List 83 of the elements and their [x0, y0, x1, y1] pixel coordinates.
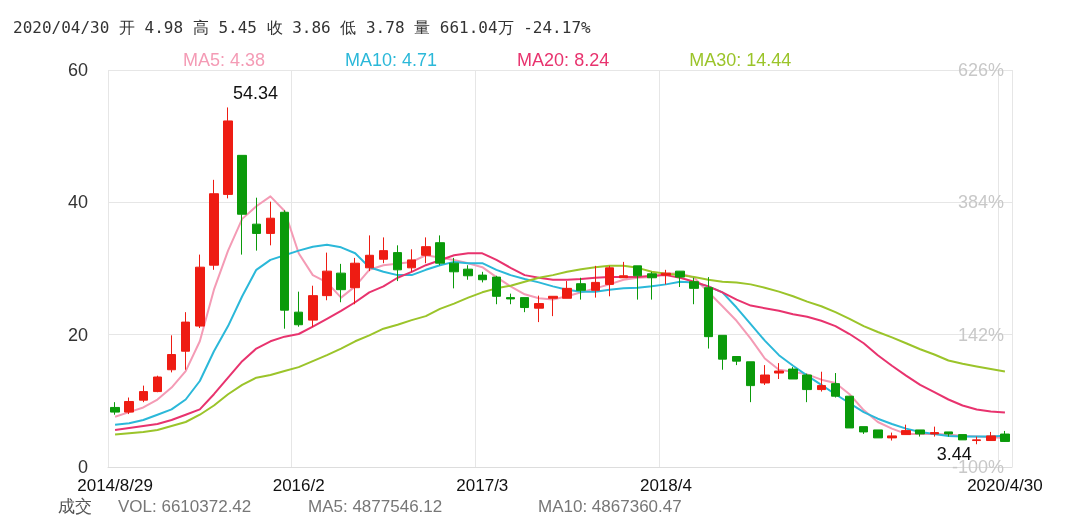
candlestick: [167, 334, 176, 373]
candlestick: [1000, 430, 1010, 443]
candlestick: [139, 385, 148, 403]
y-tick-label: 60: [67, 60, 88, 80]
text: MA5: 4.38: [183, 50, 266, 70]
y-tick-label: 40: [67, 192, 88, 213]
candlestick: [110, 401, 120, 416]
candlestick: [435, 234, 445, 266]
candlestick: [393, 244, 402, 282]
candlestick: [972, 436, 981, 445]
candlestick: [788, 366, 798, 380]
candlestick: [237, 154, 247, 256]
text: MA10: 4867360.47: [538, 497, 682, 516]
candlestick: [350, 257, 360, 305]
x-tick-label: 2014/8/29: [77, 476, 153, 495]
candlestick: [619, 261, 628, 279]
y-tick-label: 0: [77, 457, 88, 477]
y-tick-label: 20: [67, 324, 88, 345]
candlestick: [760, 364, 770, 386]
candlestick: [223, 106, 233, 199]
candlestick: [831, 372, 840, 399]
candlestick: [986, 431, 996, 442]
candlestick: [591, 265, 600, 299]
candlestick: [689, 277, 699, 305]
candlestick: [124, 397, 134, 415]
chart-title: 2020/04/30 开 4.98 高 5.45 收 3.86 低 3.78 量 661.04万 -24.17%: [13, 17, 592, 37]
candlestick: [520, 297, 529, 313]
candlestick: [294, 291, 303, 328]
text: MA5: 4877546.12: [308, 497, 443, 516]
candlestick: [379, 236, 388, 264]
candlestick: [718, 334, 727, 371]
candlestick: [195, 254, 205, 329]
candlestick: [647, 271, 657, 301]
x-tick-label: 2016/2: [272, 476, 325, 495]
candlestick: [365, 234, 374, 272]
candlestick: [774, 362, 784, 380]
candlestick: [153, 375, 162, 393]
candlestick: [873, 429, 883, 439]
candlestick: [802, 373, 812, 403]
candlestick: [576, 277, 586, 301]
text: 成交: [58, 497, 92, 516]
candlestick: [605, 265, 614, 297]
candlestick: [463, 264, 473, 281]
text: MA30: 14.44: [689, 50, 792, 70]
candlestick: [449, 257, 459, 289]
candlestick: [492, 275, 501, 305]
text: VOL: 6610372.42: [118, 497, 252, 516]
candlestick: [915, 429, 925, 438]
candlestick: [252, 197, 261, 252]
candlestick: [478, 271, 487, 283]
candlestick: [534, 295, 544, 323]
candlestick: [421, 236, 431, 264]
candlestick: [209, 179, 219, 271]
candlestick: [336, 263, 346, 303]
candlestick: [958, 434, 967, 441]
candlestick: [675, 270, 685, 288]
candlestick: [266, 201, 275, 246]
text: MA10: 4.71: [345, 50, 438, 70]
candlestick: [817, 371, 826, 393]
x-tick-label: 2020/4/30: [967, 476, 1043, 495]
candlestick: [633, 265, 642, 301]
candlestick: [901, 424, 911, 436]
candlestick: [562, 280, 572, 299]
candlestick: [887, 432, 897, 442]
candlestick: [181, 311, 190, 371]
candlestick: [548, 295, 558, 317]
candlestick: [407, 248, 416, 273]
candlestick: [732, 356, 741, 366]
candlestick: [322, 252, 332, 301]
candlestick: [859, 426, 868, 435]
candlestick: [308, 285, 318, 328]
candlestick: [704, 276, 713, 350]
candlestick: [944, 431, 953, 438]
candlestick: [930, 426, 939, 438]
annotation: 54.34: [233, 83, 279, 104]
candlestick: [746, 361, 755, 403]
candlestick: [661, 269, 671, 285]
candlestick: [506, 293, 515, 305]
x-tick-label: 2017/3: [456, 476, 509, 495]
candlestick: [845, 395, 854, 429]
candlestick: [280, 209, 289, 330]
x-tick-label: 2018/4: [639, 476, 692, 495]
text: MA20: 8.24: [517, 50, 610, 70]
